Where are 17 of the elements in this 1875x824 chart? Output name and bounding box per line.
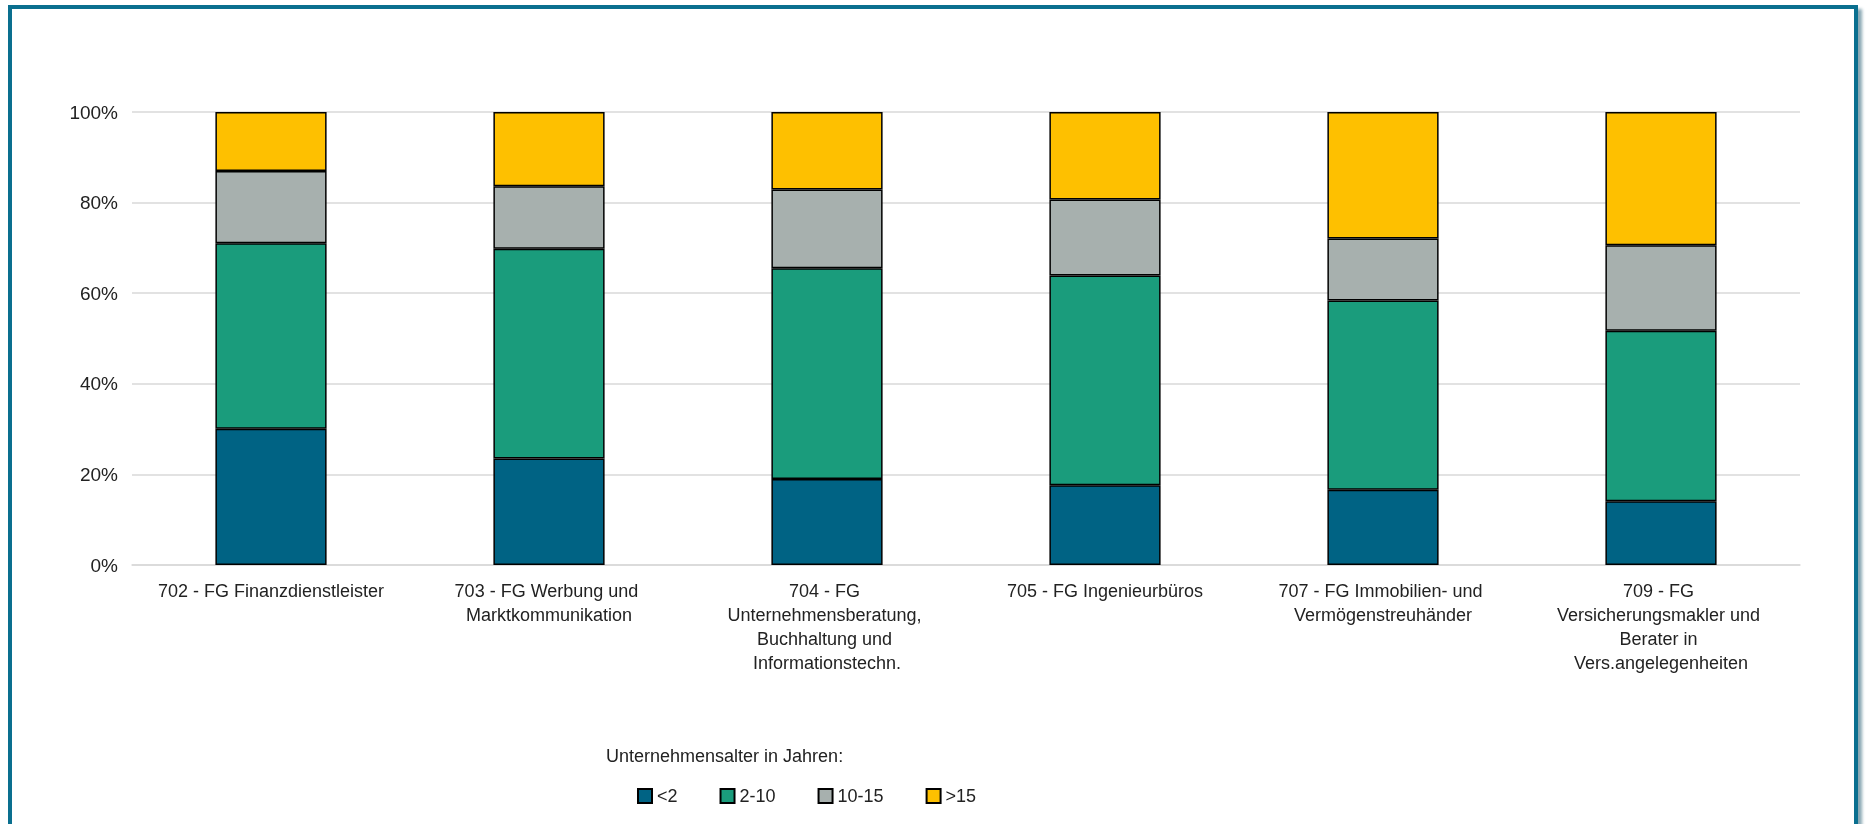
legend-label: >15 (945, 786, 977, 806)
x-tick-label: 707 - FG Immobilien- und Vermögenstreuhänder (1278, 581, 1488, 625)
y-tick-label: 80% (79, 192, 119, 214)
x-tick-label: 703 - FG Werbung und Marktkommunikation (454, 581, 644, 625)
y-tick-label: 20% (79, 463, 119, 485)
legend-label: <2 (657, 786, 678, 806)
legend-label: 10-15 (837, 786, 884, 806)
y-tick-label: 0% (90, 554, 119, 576)
legend-label: 2-10 (739, 786, 776, 806)
x-tick-label: 705 - FG Ingenieurbüros (1006, 581, 1204, 601)
y-tick-label: 60% (79, 282, 119, 304)
y-tick-label: 100% (69, 101, 119, 123)
x-tick-label: 704 - FG Unternehmensberatung, Buchhaltung und Informationstechn. (727, 581, 927, 673)
x-tick-label: 702 - FG Finanzdienstleister (157, 581, 385, 601)
legend-title: Unternehmensalter in Jahren: (606, 746, 844, 766)
y-tick-label: 40% (79, 373, 119, 395)
x-tick-label: 709 - FG Versicherungsmakler und Berater in Vers.angelegenheiten (1556, 581, 1766, 673)
